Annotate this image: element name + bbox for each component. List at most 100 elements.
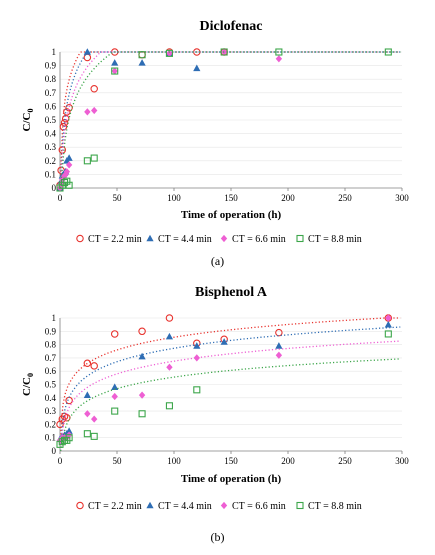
y-tick-label: 0.5	[45, 380, 57, 390]
data-point	[65, 427, 73, 434]
y-tick-label: 0.1	[45, 169, 56, 179]
data-point	[84, 410, 91, 418]
x-tick-label: 200	[281, 193, 295, 203]
data-point	[384, 330, 392, 338]
x-tick-label: 300	[395, 193, 409, 203]
x-tick-label: 50	[113, 456, 123, 466]
data-point	[58, 438, 66, 446]
data-point	[61, 114, 70, 123]
y-tick-label: 0	[52, 446, 57, 456]
legend-label: CT = 4.4 min	[158, 501, 212, 512]
x-axis-title: Time of operation (h)	[181, 209, 282, 221]
data-point	[138, 327, 146, 336]
data-point	[275, 342, 283, 349]
data-point	[111, 392, 118, 401]
data-point	[83, 391, 91, 398]
data-point	[165, 402, 173, 410]
data-point	[193, 354, 200, 362]
trendline	[59, 51, 401, 189]
legend-marker	[76, 234, 84, 243]
data-point	[165, 332, 174, 340]
data-point	[385, 314, 392, 322]
data-point	[138, 51, 146, 59]
y-tick-label: 0.2	[45, 419, 56, 429]
legend-marker	[296, 501, 304, 510]
data-point	[275, 55, 283, 63]
x-tick-label: 100	[167, 193, 181, 203]
data-point	[111, 59, 119, 66]
y-tick-label: 0.9	[45, 61, 57, 71]
data-point	[384, 320, 392, 328]
legend-label: CT = 2.2 min	[88, 501, 142, 512]
legend-marker	[146, 501, 154, 509]
y-axis-title: C/C0	[21, 373, 35, 396]
data-point	[84, 108, 91, 116]
data-point	[83, 157, 91, 165]
y-tick-label: 0.4	[45, 129, 57, 139]
chart-diclofenac: Diclofenac00.10.20.30.40.50.60.70.80.910…	[21, 19, 409, 245]
y-tick-label: 0.9	[45, 326, 57, 336]
panel-label-a: (a)	[211, 254, 224, 268]
panel-label-b: (b)	[211, 530, 225, 544]
data-point	[275, 48, 283, 56]
data-point	[111, 407, 119, 415]
y-tick-label: 0.6	[45, 101, 57, 111]
data-point	[90, 362, 98, 370]
y-tick-label: 1	[52, 47, 57, 57]
y-axis-title-main: C/C	[21, 112, 33, 131]
x-tick-label: 0	[58, 193, 63, 203]
x-tick-label: 250	[338, 193, 352, 203]
trendline	[59, 317, 401, 435]
data-point	[384, 48, 392, 56]
trendline	[59, 326, 401, 452]
data-point	[275, 328, 283, 337]
data-point	[90, 154, 98, 162]
data-point	[63, 108, 71, 116]
legend-marker	[146, 234, 154, 242]
trendline	[59, 340, 401, 452]
data-point	[111, 67, 118, 75]
y-tick-label: 0.3	[45, 406, 57, 416]
y-tick-label: 0.1	[45, 433, 56, 443]
x-tick-label: 250	[338, 456, 352, 466]
legend-label: CT = 6.6 min	[232, 234, 286, 245]
chart-title: Bisphenol A	[195, 285, 268, 300]
x-tick-label: 150	[224, 456, 238, 466]
legend-label: CT = 2.2 min	[88, 234, 142, 245]
data-point	[90, 84, 98, 93]
data-point	[138, 391, 146, 399]
legend-marker	[296, 234, 304, 243]
data-point	[220, 48, 228, 56]
data-point	[165, 314, 174, 322]
data-point	[91, 106, 98, 115]
legend-label: CT = 6.6 min	[232, 501, 286, 512]
data-point	[90, 432, 98, 440]
data-point	[165, 49, 173, 57]
y-tick-label: 0.4	[45, 393, 57, 403]
chart-bisphenol-a: Bisphenol A 0 0.1 0.2 0.3 0.4 0.5 0.6 0.7 0.8 0.9 1…	[21, 285, 409, 512]
data-point	[111, 67, 119, 75]
data-point	[111, 383, 119, 390]
y-tick-label: 0.2	[45, 156, 56, 166]
data-point	[83, 430, 91, 438]
data-point	[138, 410, 146, 418]
data-point	[138, 59, 146, 66]
x-axis-title: Time of operation (h)	[181, 473, 282, 485]
data-point	[166, 363, 173, 371]
y-tick-label: 1	[52, 313, 57, 323]
data-point	[83, 48, 91, 55]
trendline	[59, 358, 401, 452]
y-axis-title-main: C/C	[21, 377, 33, 396]
data-point	[65, 181, 73, 189]
data-point	[91, 415, 98, 423]
data-point	[220, 338, 228, 345]
data-point	[166, 49, 173, 57]
data-point	[193, 64, 201, 72]
data-point	[275, 351, 283, 359]
legend-label: CT = 4.4 min	[158, 234, 212, 245]
y-tick-label: 0	[52, 183, 57, 193]
x-tick-label: 100	[167, 456, 181, 466]
x-tick-label: 50	[113, 193, 123, 203]
